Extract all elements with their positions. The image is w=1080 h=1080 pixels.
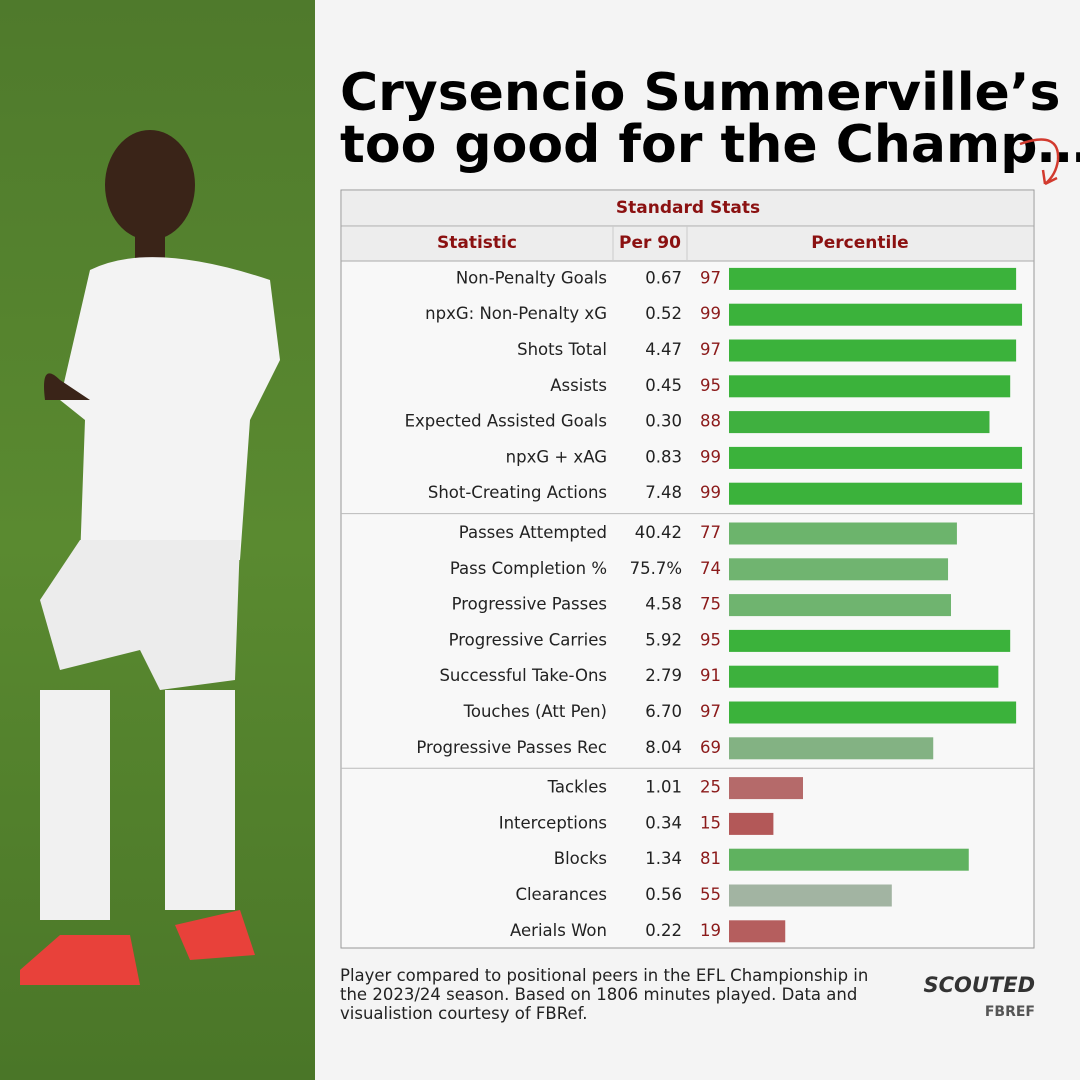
percentile-bar bbox=[729, 777, 803, 800]
percentile: 97 bbox=[700, 268, 721, 287]
per90: 0.34 bbox=[645, 813, 682, 832]
percentile: 25 bbox=[700, 778, 721, 797]
percentile: 99 bbox=[700, 447, 721, 466]
statistic: Aerials Won bbox=[510, 921, 607, 940]
column-header: Statistic bbox=[437, 233, 517, 253]
per90: 1.34 bbox=[645, 849, 682, 868]
percentile-bar bbox=[729, 482, 1023, 505]
percentile-bar bbox=[729, 303, 1023, 326]
percentile-bar bbox=[729, 701, 1017, 724]
caption-bg bbox=[342, 191, 1033, 226]
column-header: Percentile bbox=[811, 233, 908, 253]
percentile-bar bbox=[729, 558, 949, 581]
per90: 40.42 bbox=[635, 523, 682, 542]
per90: 75.7% bbox=[630, 559, 682, 578]
statistic: Progressive Passes bbox=[452, 595, 607, 614]
per90: 6.70 bbox=[645, 702, 682, 721]
statistic: npxG: Non-Penalty xG bbox=[425, 304, 607, 323]
logo-source: FBREF bbox=[985, 1004, 1035, 1020]
statistic: npxG + xAG bbox=[506, 447, 607, 466]
percentile: 75 bbox=[700, 595, 721, 614]
statistic: Successful Take-Ons bbox=[439, 666, 607, 685]
per90: 4.58 bbox=[645, 595, 682, 614]
statistic: Blocks bbox=[554, 849, 607, 868]
percentile: 97 bbox=[700, 702, 721, 721]
percentile: 74 bbox=[700, 559, 721, 578]
statistic: Clearances bbox=[515, 885, 607, 904]
statistic: Touches (Att Pen) bbox=[463, 702, 607, 721]
percentile-bar bbox=[729, 375, 1011, 398]
statistic: Shot-Creating Actions bbox=[428, 483, 607, 502]
logo-brand: SCOUTED bbox=[923, 973, 1035, 997]
percentile: 99 bbox=[700, 304, 721, 323]
per90: 7.48 bbox=[645, 483, 682, 502]
percentile-bar bbox=[729, 848, 969, 871]
statistic: Non-Penalty Goals bbox=[456, 268, 607, 287]
percentile: 55 bbox=[700, 885, 721, 904]
percentile: 91 bbox=[700, 666, 721, 685]
per90: 0.56 bbox=[645, 885, 682, 904]
table-caption: Standard Stats bbox=[616, 198, 760, 218]
percentile-bar bbox=[729, 522, 957, 545]
column-header: Per 90 bbox=[619, 233, 681, 253]
per90: 0.83 bbox=[645, 447, 682, 466]
percentile-bar bbox=[729, 411, 990, 434]
statistic: Expected Assisted Goals bbox=[405, 412, 607, 431]
title-line: Crysencio Summerville’s bbox=[340, 63, 1061, 123]
percentile: 95 bbox=[700, 630, 721, 649]
footer-note: Player compared to positional peers in t… bbox=[340, 966, 869, 1023]
percentile: 77 bbox=[700, 523, 721, 542]
per90: 5.92 bbox=[645, 630, 682, 649]
percentile: 97 bbox=[700, 340, 721, 359]
percentile-bar bbox=[729, 920, 786, 943]
statistic: Passes Attempted bbox=[459, 523, 607, 542]
per90: 4.47 bbox=[645, 340, 682, 359]
percentile: 69 bbox=[700, 738, 721, 757]
statistic: Interceptions bbox=[499, 813, 607, 832]
percentile-bar bbox=[729, 737, 934, 760]
percentile-bar bbox=[729, 594, 951, 617]
percentile-bar bbox=[729, 812, 774, 835]
percentile: 99 bbox=[700, 483, 721, 502]
statistic: Tackles bbox=[547, 778, 607, 797]
percentile-bar bbox=[729, 267, 1017, 290]
statistic: Progressive Passes Rec bbox=[416, 738, 607, 757]
player-figure bbox=[20, 130, 280, 985]
arrow bbox=[1019, 138, 1060, 186]
percentile-bar bbox=[729, 665, 999, 688]
stats-table: Standard Stats Statistic Per 90 Percenti… bbox=[340, 189, 1035, 949]
per90: 0.30 bbox=[645, 412, 682, 431]
percentile-bar bbox=[729, 446, 1023, 469]
percentile-bar bbox=[729, 629, 1011, 652]
percentile: 15 bbox=[700, 813, 721, 832]
per90: 2.79 bbox=[645, 666, 682, 685]
per90: 8.04 bbox=[645, 738, 682, 757]
percentile: 88 bbox=[700, 412, 721, 431]
per90: 0.22 bbox=[645, 921, 682, 940]
percentile: 81 bbox=[700, 849, 721, 868]
per90: 0.45 bbox=[645, 376, 682, 395]
statistic: Progressive Carries bbox=[449, 630, 607, 649]
statistic: Pass Completion % bbox=[450, 559, 607, 578]
statistic: Assists bbox=[550, 376, 607, 395]
percentile-bar bbox=[729, 339, 1017, 362]
percentile-bar bbox=[729, 884, 892, 907]
per90: 0.67 bbox=[645, 268, 682, 287]
per90: 1.01 bbox=[645, 778, 682, 797]
percentile: 19 bbox=[700, 921, 721, 940]
per90: 0.52 bbox=[645, 304, 682, 323]
title-line: too good for the Champ… bbox=[340, 115, 1080, 175]
statistic: Shots Total bbox=[517, 340, 607, 359]
percentile: 95 bbox=[700, 376, 721, 395]
